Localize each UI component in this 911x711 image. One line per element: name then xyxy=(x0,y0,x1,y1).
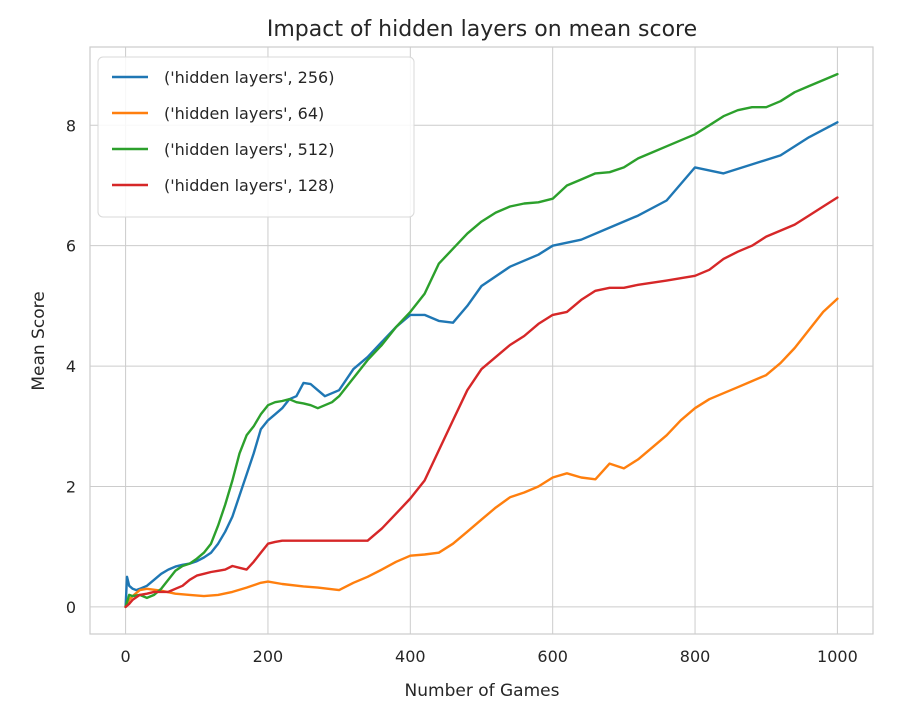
series-line-1 xyxy=(124,297,839,609)
legend: ('hidden layers', 256) ('hidden layers', … xyxy=(97,56,415,218)
chart-title: Impact of hidden layers on mean score xyxy=(267,17,697,42)
plot-frame xyxy=(89,46,874,635)
y-tick-label: 4 xyxy=(66,357,76,376)
x-tick-label: 0 xyxy=(120,647,130,666)
tick-labels: 0 200 400 600 800 1000 0 2 4 6 8 xyxy=(66,116,858,666)
legend-label: ('hidden layers', 256) xyxy=(164,68,334,87)
y-tick-label: 0 xyxy=(66,598,76,617)
legend-label: ('hidden layers', 128) xyxy=(164,176,334,195)
series-line-2 xyxy=(124,72,839,609)
series-line-3 xyxy=(124,196,839,609)
series-line-0 xyxy=(124,121,839,609)
series-group xyxy=(124,72,839,609)
x-axis-label: Number of Games xyxy=(405,681,560,701)
x-tick-label: 800 xyxy=(680,647,711,666)
y-tick-label: 6 xyxy=(66,237,76,256)
legend-box xyxy=(97,56,415,218)
y-tick-label: 2 xyxy=(66,477,76,496)
x-tick-label: 200 xyxy=(253,647,284,666)
y-tick-label: 8 xyxy=(66,116,76,135)
x-tick-label: 1000 xyxy=(817,647,858,666)
legend-label: ('hidden layers', 64) xyxy=(164,104,324,123)
legend-label: ('hidden layers', 512) xyxy=(164,140,334,159)
x-tick-label: 600 xyxy=(537,647,568,666)
x-tick-label: 400 xyxy=(395,647,426,666)
y-axis-label: Mean Score xyxy=(29,291,49,390)
